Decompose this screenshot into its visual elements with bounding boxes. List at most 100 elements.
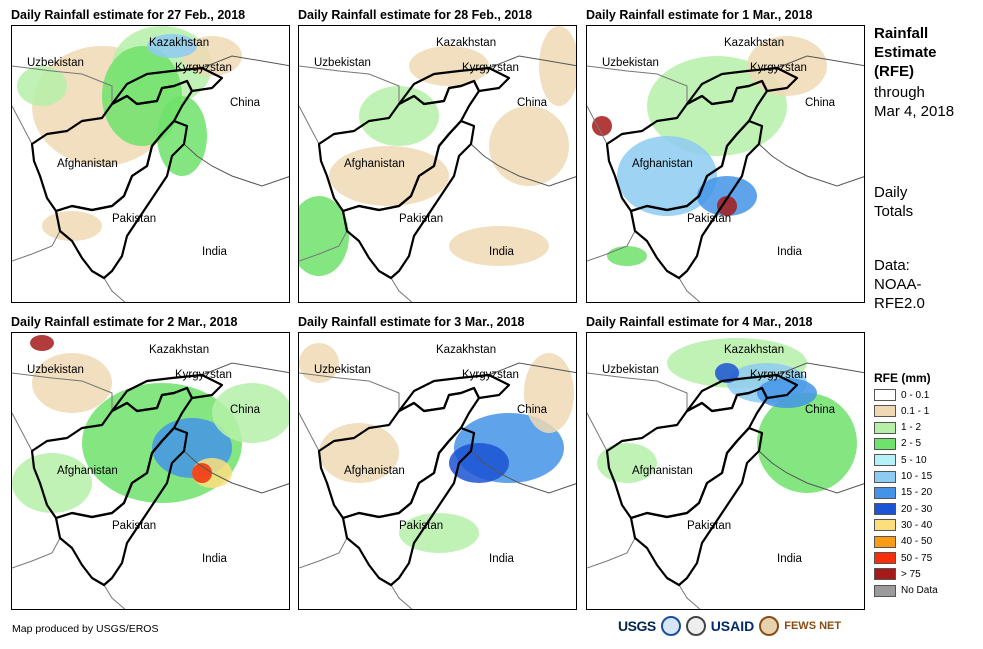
legend-row: 1 - 2	[874, 421, 921, 435]
usaid-logo: USAID	[710, 618, 755, 634]
rainfall-area	[157, 96, 207, 176]
rainfall-area	[212, 383, 289, 443]
country-border	[12, 372, 126, 609]
country-label-uzbekistan: Uzbekistan	[27, 364, 84, 376]
noaa-seal-icon	[660, 616, 681, 636]
country-label-afghanistan: Afghanistan	[344, 158, 405, 170]
rainfall-area	[757, 378, 817, 408]
country-label-uzbekistan: Uzbekistan	[314, 57, 371, 69]
rainfall-area	[539, 26, 576, 106]
legend-swatch	[874, 454, 896, 467]
legend-swatch	[874, 552, 896, 564]
country-label-kyrgyzstan: Kyrgyzstan	[175, 369, 232, 381]
side-totals: Daily Totals	[874, 183, 913, 221]
legend-row: 10 - 15	[874, 470, 932, 484]
kyrgyzstan-border	[685, 373, 799, 413]
rainfall-map: Kazakhstan Kyrgyzstan Uzbekistan China Afgha…	[586, 332, 865, 610]
rainfall-area	[192, 463, 212, 483]
legend-label: 50 - 75	[901, 552, 933, 564]
legend-row: 15 - 20	[874, 486, 932, 500]
legend-swatch	[874, 470, 896, 483]
country-label-uzbekistan: Uzbekistan	[314, 364, 371, 376]
side-title-line-1: Rainfall	[874, 25, 929, 42]
side-data-source: Data: NOAA- RFE2.0	[874, 256, 925, 313]
legend-row: 5 - 10	[874, 453, 927, 467]
legend-label: 15 - 20	[901, 487, 933, 499]
legend-row: 40 - 50	[874, 535, 932, 549]
pakistan-border	[341, 119, 476, 280]
panel-title: Daily Rainfall estimate for 1 Mar., 2018	[586, 8, 813, 22]
legend-label: 10 - 15	[901, 471, 933, 482]
legend-row: 20 - 30	[874, 502, 932, 516]
rainfall-area	[757, 393, 857, 493]
country-label-kyrgyzstan: Kyrgyzstan	[750, 62, 807, 74]
rainfall-area	[42, 211, 102, 241]
country-label-kyrgyzstan: Kyrgyzstan	[750, 369, 807, 381]
side-through: through Mar 4, 2018	[874, 83, 954, 121]
legend-row: 2 - 5	[874, 437, 921, 451]
rainfall-area	[32, 353, 112, 413]
country-label-china: China	[517, 404, 548, 416]
country-label-kazakhstan: Kazakhstan	[724, 37, 784, 49]
partner-logos: USGS USAID FEWS NET	[618, 616, 841, 636]
rainfall-area	[617, 136, 717, 216]
map-credit: Map produced by USGS/EROS	[12, 623, 159, 635]
country-label-uzbekistan: Uzbekistan	[602, 364, 659, 376]
rainfall-area	[147, 34, 197, 58]
country-label-india: India	[202, 246, 228, 258]
fews-net-logo: FEWS NET	[784, 620, 842, 632]
country-label-uzbekistan: Uzbekistan	[602, 57, 659, 69]
legend-label: No Data	[901, 585, 938, 597]
rainfall-map-graphic: Kazakhstan Kyrgyzstan Uzbekistan China Afgha…	[587, 338, 864, 609]
legend-swatch	[874, 519, 896, 532]
legend-swatch	[874, 503, 896, 516]
side-title-line-2: Estimate	[874, 44, 937, 61]
legend-label: 1 - 2	[901, 422, 922, 434]
rainfall-area	[592, 116, 612, 136]
pakistan-border	[54, 119, 189, 280]
legend-row: 0 - 0.1	[874, 388, 929, 402]
rainfall-map-graphic: Kazakhstan Kyrgyzstan Uzbekistan China Afgha…	[12, 335, 289, 609]
rainfall-map: Kazakhstan Kyrgyzstan Uzbekistan China Afgha…	[11, 25, 290, 303]
country-label-pakistan: Pakistan	[687, 520, 731, 532]
country-label-india: India	[202, 553, 228, 565]
country-border	[299, 65, 413, 302]
legend-swatch	[874, 437, 896, 450]
country-label-pakistan: Pakistan	[399, 213, 443, 225]
legend-label: 2 - 5	[901, 438, 922, 450]
legend-row: > 75	[874, 567, 921, 581]
legend-label: 0.1 - 1	[901, 405, 930, 417]
country-label-afghanistan: Afghanistan	[632, 465, 693, 477]
side-totals-line-1: Daily	[874, 184, 908, 201]
country-label-kyrgyzstan: Kyrgyzstan	[462, 369, 519, 381]
side-data-line-3: RFE2.0	[874, 295, 925, 312]
side-title-line-3: (RFE)	[874, 63, 914, 80]
panel-title: Daily Rainfall estimate for 4 Mar., 2018	[586, 315, 813, 329]
kyrgyzstan-border	[397, 373, 511, 413]
side-through-line-2: Mar 4, 2018	[874, 103, 955, 120]
rainfall-area	[524, 353, 574, 433]
legend-label: 40 - 50	[901, 536, 933, 548]
country-label-india: India	[489, 246, 515, 258]
fews-globe-icon	[759, 616, 780, 636]
legend-swatch	[874, 389, 896, 401]
panel-title: Daily Rainfall estimate for 27 Feb., 201…	[11, 8, 246, 22]
pakistan-border	[54, 426, 189, 587]
country-label-pakistan: Pakistan	[399, 520, 443, 532]
country-label-kazakhstan: Kazakhstan	[149, 344, 209, 356]
legend-row: 0.1 - 1	[874, 404, 929, 418]
rainfall-area	[17, 66, 67, 106]
country-border	[587, 372, 701, 609]
legend-swatch	[874, 535, 896, 548]
legend-swatch	[874, 584, 896, 597]
rainfall-map-graphic: Kazakhstan Kyrgyzstan Uzbekistan China Afgha…	[299, 26, 576, 302]
rainfall-area	[449, 443, 509, 483]
country-label-afghanistan: Afghanistan	[57, 465, 118, 477]
rainfall-area	[715, 363, 739, 383]
kyrgyzstan-border	[110, 373, 224, 413]
rainfall-map-graphic: Kazakhstan Kyrgyzstan Uzbekistan China Afgha…	[12, 26, 289, 302]
country-border	[587, 65, 701, 302]
kyrgyzstan-border	[110, 66, 224, 106]
side-totals-line-2: Totals	[874, 203, 914, 220]
legend-swatch	[874, 421, 896, 434]
